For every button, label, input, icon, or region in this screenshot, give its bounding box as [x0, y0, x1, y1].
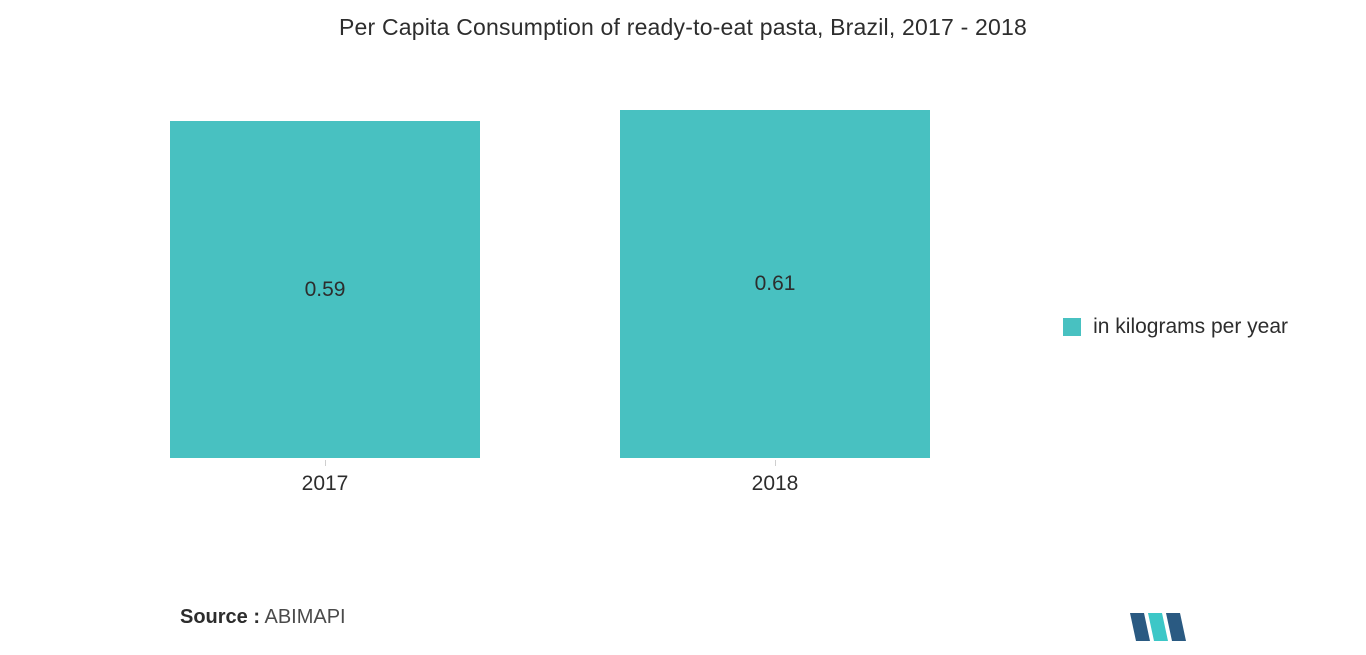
bars-container: 0.59 0.61 [100, 110, 1000, 458]
source-value: ABIMAPI [260, 606, 346, 628]
chart-title: Per Capita Consumption of ready-to-eat p… [0, 14, 1366, 41]
x-tick [325, 460, 326, 466]
legend-swatch [1063, 318, 1081, 336]
x-axis-label: 2017 [100, 472, 550, 496]
legend-label: in kilograms per year [1093, 315, 1288, 339]
bar-slot: 0.61 [550, 110, 1000, 458]
x-tick [775, 460, 776, 466]
bar: 0.59 [170, 121, 480, 458]
x-axis-label: 2018 [550, 472, 1000, 496]
bar-value-label: 0.61 [755, 272, 796, 296]
legend: in kilograms per year [1063, 315, 1288, 339]
x-axis [100, 458, 1000, 459]
source-label: Source : [180, 606, 260, 628]
source-citation: Source : ABIMAPI [180, 606, 346, 629]
chart-title-text: Per Capita Consumption of ready-to-eat p… [339, 14, 1027, 40]
bar-chart: 0.59 0.61 [100, 110, 1000, 458]
bar: 0.61 [620, 110, 930, 458]
bar-value-label: 0.59 [305, 278, 346, 302]
bar-slot: 0.59 [100, 110, 550, 458]
x-axis-labels: 20172018 [100, 472, 1000, 496]
mordor-intelligence-logo-icon [1130, 605, 1186, 641]
